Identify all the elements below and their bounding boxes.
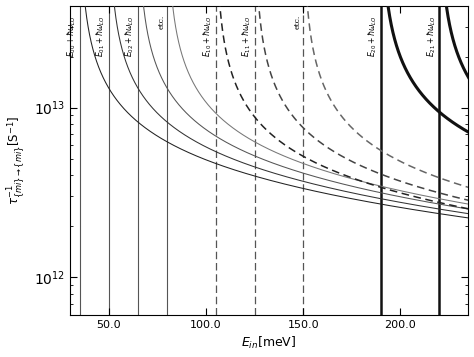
- Text: $E_{20}+\hbar\omega_{LO}$: $E_{20}+\hbar\omega_{LO}$: [367, 15, 379, 57]
- Text: $E_{10}+\hbar\omega_{LO}$: $E_{10}+\hbar\omega_{LO}$: [201, 15, 214, 57]
- X-axis label: $E_{in}[\mathrm{meV}]$: $E_{in}[\mathrm{meV}]$: [241, 335, 297, 351]
- Text: etc.: etc.: [157, 15, 165, 29]
- Text: $E_{11}+\hbar\omega_{LO}$: $E_{11}+\hbar\omega_{LO}$: [240, 15, 253, 57]
- Text: etc.: etc.: [293, 15, 301, 29]
- Text: $E_{01}+\hbar\omega_{LO}$: $E_{01}+\hbar\omega_{LO}$: [95, 15, 107, 57]
- Text: $E_{00}+\hbar\omega_{LO}$: $E_{00}+\hbar\omega_{LO}$: [65, 15, 78, 57]
- Y-axis label: $\tau^{-1}_{\{mi\}\rightarrow\{mi\}}[\mathrm{S}^{-1}]$: $\tau^{-1}_{\{mi\}\rightarrow\{mi\}}[\ma…: [6, 116, 28, 205]
- Text: $E_{21}+\hbar\omega_{LO}$: $E_{21}+\hbar\omega_{LO}$: [425, 15, 438, 57]
- Text: $E_{02}+\hbar\omega_{LO}$: $E_{02}+\hbar\omega_{LO}$: [124, 15, 137, 57]
